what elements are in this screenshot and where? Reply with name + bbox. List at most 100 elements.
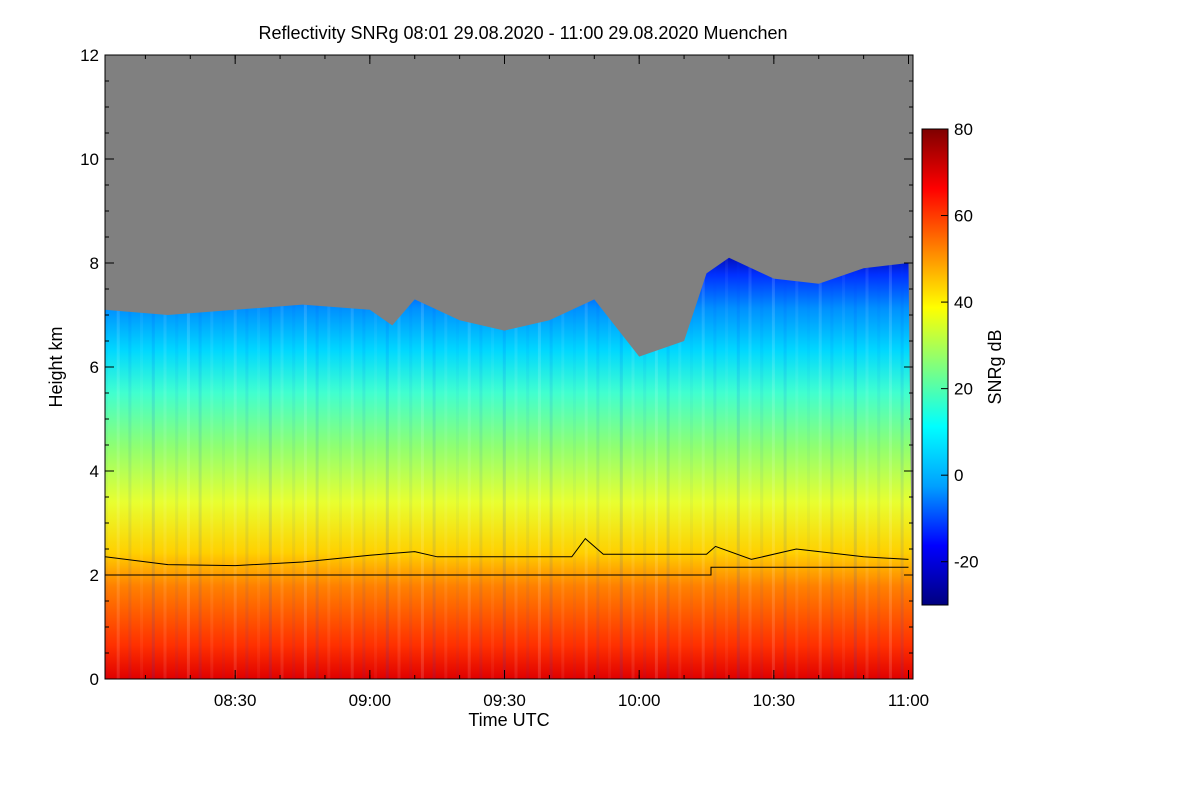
x-tick-label: 09:00 [349, 691, 392, 710]
y-tick-label: 0 [90, 670, 99, 689]
signal-streak [502, 257, 506, 679]
signal-streak [549, 257, 553, 679]
signal-streak [105, 257, 108, 679]
signal-streak [690, 257, 693, 679]
signal-streak [409, 257, 413, 679]
signal-streak [268, 257, 272, 679]
colorbar-tick-label: 20 [954, 380, 973, 399]
signal-streak [795, 257, 799, 679]
signal-streak [444, 257, 448, 679]
colorbar-tick-label: -20 [954, 553, 979, 572]
signal-streak [830, 257, 834, 679]
signal-streak [654, 257, 658, 679]
signal-streak [350, 257, 354, 679]
y-tick-label: 4 [90, 462, 99, 481]
signal-streak [842, 257, 846, 679]
signal-streak [783, 257, 787, 679]
y-tick-label: 12 [80, 46, 99, 65]
signal-streak [818, 257, 822, 679]
colorbar-tick-label: 80 [954, 120, 973, 139]
signal-streak [619, 257, 623, 679]
plot-area [105, 55, 913, 679]
signal-streak [292, 257, 296, 679]
signal-streak [128, 257, 132, 679]
signal-streak [771, 257, 775, 679]
signal-streak [713, 257, 717, 679]
signal-streak [666, 257, 670, 679]
signal-streak [245, 257, 249, 679]
signal-streak [643, 257, 647, 679]
signal-streak [865, 257, 869, 679]
signal-streak [596, 257, 600, 679]
y-tick-label: 2 [90, 566, 99, 585]
signal-streak [748, 257, 752, 679]
signal-streak [736, 257, 740, 679]
signal-streak [339, 257, 342, 679]
signal-streak [888, 257, 892, 679]
signal-streak [175, 257, 179, 679]
signal-streak [456, 257, 459, 679]
signal-streak [807, 257, 810, 679]
y-tick-label: 10 [80, 150, 99, 169]
signal-streak [186, 257, 190, 679]
signal-streak [608, 257, 612, 679]
x-axis-ticks: 08:30 09:00 09:30 10:00 10:30 11:00 [144, 55, 929, 710]
signal-streak [280, 257, 284, 679]
upper-boundary-line [105, 537, 909, 567]
signal-streak [374, 257, 378, 679]
signal-streak [151, 257, 155, 679]
signal-streak [222, 257, 225, 679]
signal-streak [584, 257, 588, 679]
colorbar-tick-label: 40 [954, 293, 973, 312]
lower-boundary-line [105, 566, 909, 576]
x-tick-label: 09:30 [483, 691, 526, 710]
signal-streak [514, 257, 518, 679]
x-tick-label: 08:30 [214, 691, 257, 710]
signal-streak [385, 257, 389, 679]
signal-streak [853, 257, 857, 679]
signal-streak [877, 257, 881, 679]
signal-streak [303, 257, 307, 679]
signal-streak [163, 257, 167, 679]
signal-streak [573, 257, 576, 679]
signal-streak [397, 257, 401, 679]
signal-streak [467, 257, 471, 679]
signal-streak [140, 257, 144, 679]
x-tick-label: 10:00 [618, 691, 661, 710]
signal-streak [725, 257, 729, 679]
colorbar-ticks: -20 0 20 40 60 80 [941, 120, 979, 572]
y-axis-label: Height km [46, 326, 66, 407]
colorbar-tick-label: 60 [954, 207, 973, 226]
signal-streak [701, 257, 705, 679]
signal-streak [561, 257, 565, 679]
y-axis-ticks: 0 2 4 6 8 10 12 [80, 46, 913, 689]
colorbar-tick-label: 0 [954, 466, 963, 485]
colorbar [921, 128, 949, 606]
signal-streak [631, 257, 635, 679]
signal-streak [362, 257, 366, 679]
x-tick-label: 10:30 [753, 691, 796, 710]
x-tick-label: 11:00 [888, 691, 929, 710]
signal-streak [537, 257, 541, 679]
signal-streak [760, 257, 764, 679]
signal-streak [198, 257, 202, 679]
signal-streaks [105, 257, 913, 679]
signal-streak [432, 257, 436, 679]
y-tick-label: 6 [90, 358, 99, 377]
signal-streak [491, 257, 495, 679]
signal-streak [233, 257, 237, 679]
signal-streak [327, 257, 331, 679]
signal-streak [116, 257, 120, 679]
y-tick-label: 8 [90, 254, 99, 273]
signal-streak [257, 257, 261, 679]
chart-title: Reflectivity SNRg 08:01 29.08.2020 - 11:… [258, 23, 787, 43]
signal-streak [479, 257, 483, 679]
signal-streak [900, 257, 904, 679]
colorbar-label: SNRg dB [985, 329, 1005, 404]
signal-streak [678, 257, 682, 679]
signal-streak [210, 257, 214, 679]
signal-streak [526, 257, 530, 679]
signal-streak [420, 257, 424, 679]
x-axis-label: Time UTC [468, 710, 549, 730]
